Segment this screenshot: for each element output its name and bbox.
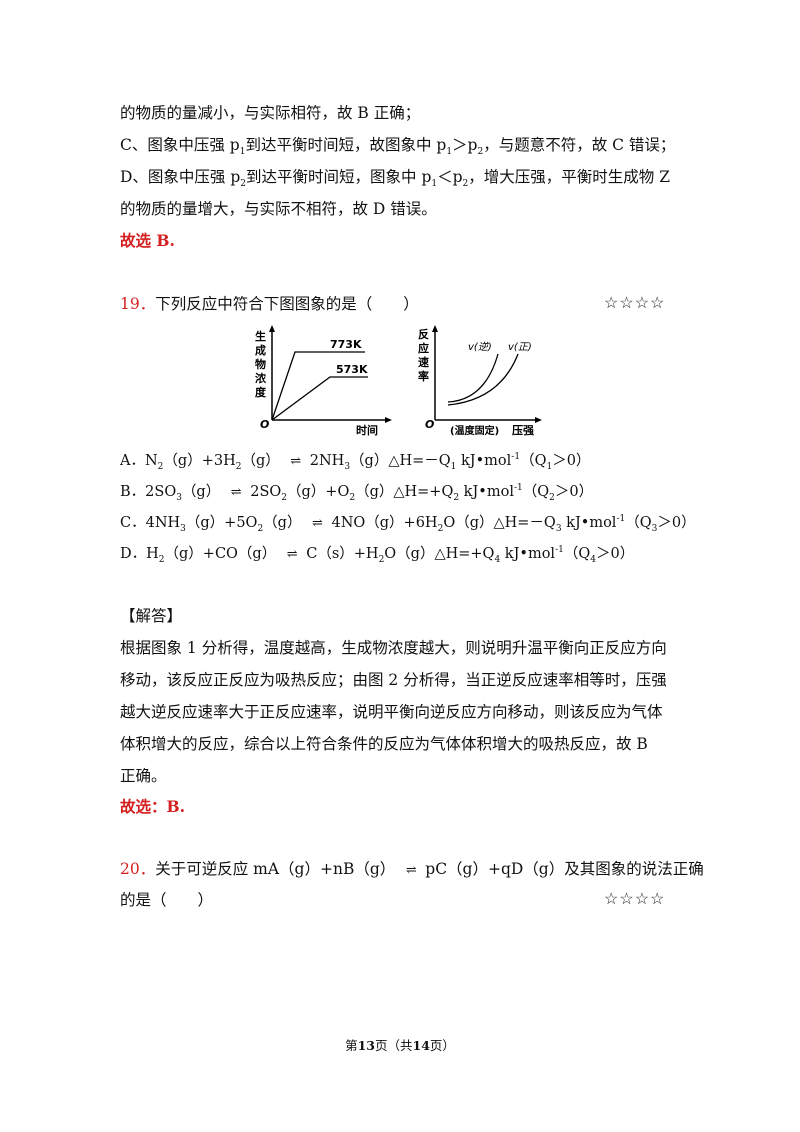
question-number: 19．: [120, 295, 156, 313]
question-20-stem-2: 的是（ ）: [120, 891, 214, 909]
note: (温度固定): [450, 424, 499, 437]
ylabel-char: 生: [255, 329, 266, 343]
curve-v-forward: [447, 353, 519, 406]
solution-line: 移动，该反应正反应为吸热反应；由图 2 分析得，当正逆反应速率相等时，压强: [120, 671, 667, 689]
difficulty-stars: ☆☆☆☆: [604, 889, 666, 908]
ylabel-char: 速: [418, 355, 429, 369]
label-v-reverse: v(逆): [468, 341, 492, 353]
reversible-arrow: ⇌: [405, 863, 417, 878]
xlabel: 时间: [356, 423, 378, 437]
question-19-stem: 19．下列反应中符合下图图象的是（ ）: [120, 295, 419, 313]
curve-773K: [271, 351, 365, 421]
ylabel-char: 成: [255, 343, 266, 357]
ylabel-char: 反: [418, 327, 429, 341]
solution-line: 越大逆反应速率大于正反应速率，说明平衡向逆反应方向移动，则该反应为气体: [120, 703, 663, 721]
ylabel-char: 浓: [255, 371, 267, 385]
solution-line: 正确。: [120, 767, 167, 785]
ylabel-char: 率: [418, 369, 429, 383]
question-20-stem: 20．关于可逆反应 mA（g）+nB（g） ⇌ pC（g）+qD（g）及其图象的说法…: [120, 858, 704, 882]
reversible-arrow: ⇌: [312, 516, 323, 531]
reversible-arrow: ⇌: [286, 547, 298, 562]
text-line: 的物质的量增大，与实际不相符，故 D 错误。: [120, 200, 437, 218]
question-number: 20．: [120, 860, 156, 878]
ylabel-char: 应: [418, 341, 429, 355]
text-line: 的物质的量减小，与实际相符，故 B 正确；: [120, 104, 421, 122]
label-573K: 573K: [336, 363, 368, 376]
answer-text: 故选：B.: [120, 797, 185, 816]
difficulty-stars: ☆☆☆☆: [604, 293, 666, 312]
xlabel: 压强: [512, 423, 534, 437]
origin: O: [425, 418, 434, 431]
option-a: A．N2（g）+3H2（g） ⇌ 2NH3（g）△H=－Q1 kJ•mol-1（Q1…: [120, 452, 591, 472]
reversible-arrow: ⇌: [230, 485, 242, 500]
page-footer: 第13页（共14页）: [345, 1038, 455, 1053]
label-773K: 773K: [330, 338, 362, 351]
figure-1: 生 成 物 浓 度 773K 573K O 时间: [255, 325, 392, 437]
solution-heading: 【解答】: [120, 607, 183, 625]
figure-graphs: 生 成 物 浓 度 773K 573K O 时间 反 应 速 率 v(逆) v(…: [255, 325, 542, 437]
label-v-forward: v(正): [508, 342, 532, 353]
text-line: C、图象中压强 p1到达平衡时间短，故图象中 p1＞p2，与题意不符，故 C 错…: [120, 136, 676, 158]
answer-text: 故选 B.: [120, 231, 175, 250]
option-d: D．H2（g）+CO（g） ⇌ C（s）+H2O（g）△H=+Q4 kJ•mol-1…: [120, 545, 635, 565]
figure-2: 反 应 速 率 v(逆) v(正) O (温度固定) 压强: [418, 325, 542, 437]
solution-line: 根据图象 1 分析得，温度越高，生成物浓度越大，则说明升温平衡向正反应方向: [120, 639, 667, 657]
curve-v-reverse: [447, 353, 499, 403]
solution-line: 体积增大的反应，综合以上符合条件的反应为气体体积增大的吸热反应，故 B: [120, 735, 648, 753]
curve-573K: [271, 376, 368, 421]
origin: O: [260, 418, 269, 431]
text-line: D、图象中压强 p2到达平衡时间短，图象中 p1＜p2，增大压强，平衡时生成物 …: [120, 168, 670, 190]
ylabel-char: 物: [255, 357, 266, 371]
ylabel-char: 度: [255, 385, 267, 399]
option-b: B．2SO3（g） ⇌ 2SO2（g）+O2（g）△H=+Q2 kJ•mol-1（Q…: [120, 483, 594, 503]
option-c: C．4NH3（g）+5O2（g） ⇌ 4NO（g）+6H2O（g）△H=－Q3 kJ…: [120, 514, 696, 534]
reversible-arrow: ⇌: [290, 454, 301, 469]
